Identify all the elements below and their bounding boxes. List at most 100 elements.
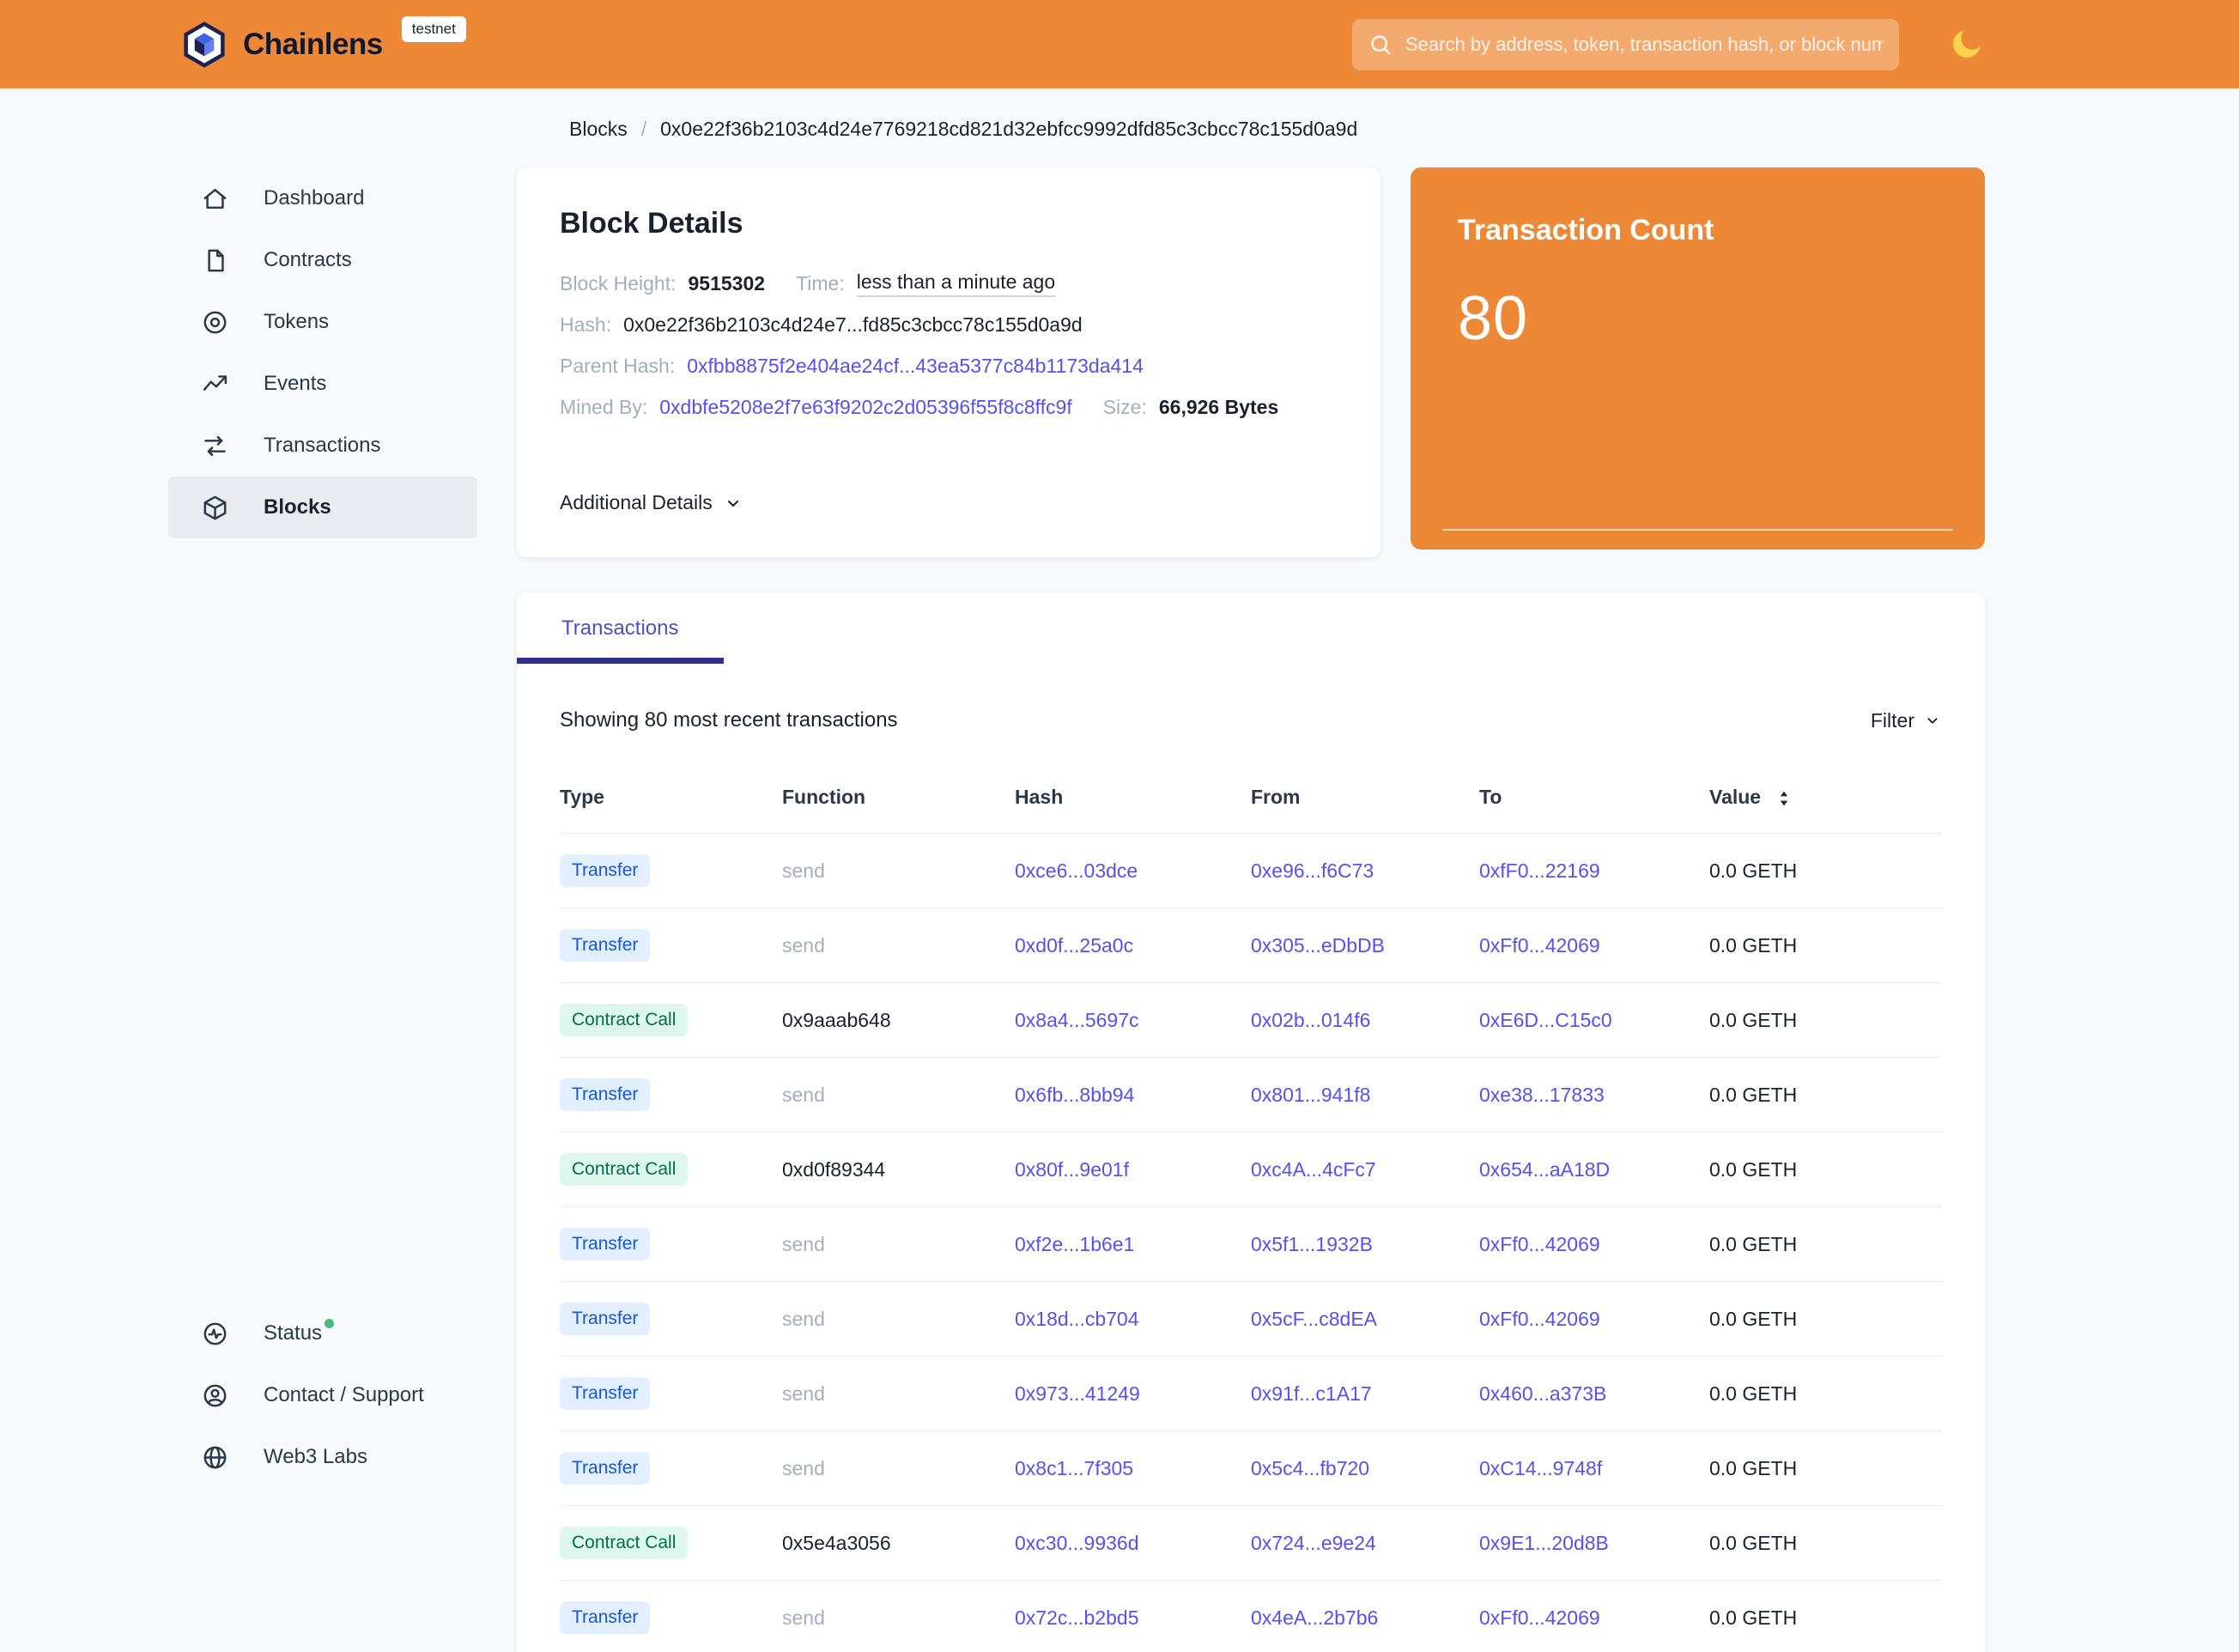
value-sort-icon[interactable] (1775, 789, 1793, 808)
sidebar-item-web3-labs[interactable]: Web3 Labs (168, 1426, 477, 1488)
tab-transactions[interactable]: Transactions (517, 592, 724, 664)
tx-from-link[interactable]: 0x5cF...c8dEA (1251, 1307, 1378, 1330)
block-height-value: 9515302 (688, 271, 766, 295)
sidebar-item-transactions[interactable]: Transactions (168, 415, 477, 477)
sidebar-item-blocks[interactable]: Blocks (168, 477, 477, 538)
mined-by-label: Mined By: (560, 395, 648, 418)
parent-hash-row: Parent Hash: 0xfbb8875f2e404ae24cf...43e… (560, 345, 1338, 386)
tx-hash-link[interactable]: 0xce6...03dce (1015, 859, 1138, 882)
transaction-row[interactable]: Transfer send 0x8c1...7f305 0x5c4...fb72… (560, 1430, 1942, 1506)
tx-to-link[interactable]: 0xFf0...42069 (1479, 1232, 1600, 1255)
transaction-row[interactable]: Transfer send 0xd0f...25a0c 0x305...eDbD… (560, 908, 1942, 983)
status-green-dot (325, 1319, 335, 1328)
tx-value: 0.0 GETH (1709, 1356, 1942, 1431)
tx-to-link[interactable]: 0x654...aA18D (1479, 1157, 1611, 1181)
transaction-row[interactable]: Transfer send 0x6fb...8bb94 0x801...941f… (560, 1057, 1942, 1133)
transactions-tabbar: Transactions (517, 592, 1985, 664)
transaction-row[interactable]: Transfer send 0x973...41249 0x91f...c1A1… (560, 1356, 1942, 1431)
tx-to-link[interactable]: 0x9E1...20d8B (1479, 1531, 1609, 1554)
mined-by-link[interactable]: 0xdbfe5208e2f7e63f9202c2d05396f55f8c8ffc… (659, 395, 1072, 418)
home-icon (203, 188, 227, 209)
tx-value: 0.0 GETH (1709, 1580, 1942, 1652)
tx-to-link[interactable]: 0x460...a373B (1479, 1382, 1607, 1405)
tx-hash-link[interactable]: 0xf2e...1b6e1 (1015, 1232, 1135, 1255)
transaction-row[interactable]: Contract Call 0xd0f89344 0x80f...9e01f 0… (560, 1132, 1942, 1207)
dark-mode-toggle[interactable] (1947, 25, 1987, 64)
sidebar-item-dashboard[interactable]: Dashboard (168, 167, 477, 229)
tx-from-link[interactable]: 0x5f1...1932B (1251, 1232, 1373, 1255)
sidebar-item-label: Dashboard (264, 186, 365, 210)
tx-hash-link[interactable]: 0x8a4...5697c (1015, 1008, 1139, 1031)
tx-type-badge: Contract Call (560, 1153, 689, 1186)
global-search[interactable] (1352, 19, 1899, 70)
transactions-icon (204, 435, 226, 456)
tx-hash-link[interactable]: 0x72c...b2bd5 (1015, 1606, 1139, 1629)
tx-function: send (782, 1083, 825, 1106)
sidebar-item-tokens[interactable]: Tokens (168, 291, 477, 353)
search-input[interactable] (1405, 33, 1884, 56)
sidebar-item-contact-support[interactable]: Contact / Support (168, 1364, 477, 1426)
tx-from-link[interactable]: 0x91f...c1A17 (1251, 1382, 1372, 1405)
tx-hash-link[interactable]: 0xd0f...25a0c (1015, 933, 1134, 957)
moon-icon (1952, 30, 1981, 58)
tx-hash-link[interactable]: 0x8c1...7f305 (1015, 1456, 1134, 1479)
tx-hash-link[interactable]: 0xc30...9936d (1015, 1531, 1139, 1554)
tx-function: send (782, 1382, 825, 1405)
col-header-type: Type (560, 786, 604, 808)
tx-to-link[interactable]: 0xC14...9748f (1479, 1456, 1603, 1479)
tx-from-link[interactable]: 0x4eA...2b7b6 (1251, 1606, 1379, 1629)
tx-type-badge: Contract Call (560, 1527, 689, 1559)
sidebar-item-status[interactable]: Status (168, 1303, 477, 1364)
transaction-row[interactable]: Contract Call 0x9aaab648 0x8a4...5697c 0… (560, 982, 1942, 1058)
tx-to-link[interactable]: 0xE6D...C15c0 (1479, 1008, 1612, 1031)
sidebar-item-label: Contact / Support (264, 1383, 424, 1406)
col-header-value: Value (1709, 768, 1942, 834)
tx-to-link[interactable]: 0xFf0...42069 (1479, 1307, 1600, 1330)
tx-to-link[interactable]: 0xFf0...42069 (1479, 933, 1600, 957)
sidebar-item-label: Blocks (264, 495, 331, 519)
tx-from-link[interactable]: 0x801...941f8 (1251, 1083, 1371, 1106)
sidebar-item-events[interactable]: Events (168, 353, 477, 415)
transaction-row[interactable]: Transfer send 0x18d...cb704 0x5cF...c8dE… (560, 1281, 1942, 1357)
tx-from-link[interactable]: 0x02b...014f6 (1251, 1008, 1371, 1031)
sidebar-footer: Status Contact / Support Web3 Labs (168, 1303, 477, 1488)
tx-value: 0.0 GETH (1709, 1430, 1942, 1506)
tx-value: 0.0 GETH (1709, 1281, 1942, 1357)
brand[interactable]: Chainlens testnet (181, 15, 466, 68)
size-value: 66,926 Bytes (1158, 395, 1279, 418)
transaction-row[interactable]: Contract Call 0x5e4a3056 0xc30...9936d 0… (560, 1505, 1942, 1581)
breadcrumb-blocks-link[interactable]: Blocks (569, 118, 628, 140)
tx-hash-link[interactable]: 0x973...41249 (1015, 1382, 1140, 1405)
breadcrumb-separator: / (640, 118, 647, 140)
filter-dropdown[interactable]: Filter (1871, 709, 1942, 732)
tx-to-link[interactable]: 0xe38...17833 (1479, 1083, 1605, 1106)
tx-from-link[interactable]: 0x724...e9e24 (1251, 1531, 1376, 1554)
block-height-row: Block Height: 9515302 Time: less than a … (560, 263, 1338, 304)
tx-to-link[interactable]: 0xFf0...42069 (1479, 1606, 1600, 1629)
tx-hash-link[interactable]: 0x18d...cb704 (1015, 1307, 1139, 1330)
tx-from-link[interactable]: 0xc4A...4cFc7 (1251, 1157, 1376, 1181)
tx-to-link[interactable]: 0xfF0...22169 (1479, 859, 1600, 882)
transactions-table: Type Function Hash From To Value Transfe… (560, 768, 1942, 1652)
transaction-row[interactable]: Transfer send 0xf2e...1b6e1 0x5f1...1932… (560, 1206, 1942, 1282)
tx-function: 0xd0f89344 (782, 1157, 886, 1181)
tx-type-badge: Transfer (560, 1303, 651, 1335)
parent-hash-label: Parent Hash: (560, 354, 676, 377)
tx-hash-link[interactable]: 0x6fb...8bb94 (1015, 1083, 1135, 1106)
parent-hash-link[interactable]: 0xfbb8875f2e404ae24cf...43ea5377c84b1173… (687, 354, 1144, 377)
tx-from-link[interactable]: 0x5c4...fb720 (1251, 1456, 1370, 1479)
sidebar: Dashboard Contracts Tokens Events Transa… (168, 167, 477, 1488)
col-header-function: Function (782, 786, 866, 808)
additional-details-toggle[interactable]: Additional Details (560, 491, 1338, 514)
sidebar-item-label: Tokens (264, 310, 330, 333)
tx-from-link[interactable]: 0xe96...f6C73 (1251, 859, 1374, 882)
transaction-row[interactable]: Transfer send 0x72c...b2bd5 0x4eA...2b7b… (560, 1580, 1942, 1652)
tx-from-link[interactable]: 0x305...eDbDB (1251, 933, 1385, 957)
block-height-label: Block Height: (560, 271, 677, 295)
sidebar-item-contracts[interactable]: Contracts (168, 229, 477, 291)
search-icon (1371, 35, 1391, 55)
sidebar-item-label: Events (264, 372, 327, 395)
tx-hash-link[interactable]: 0x80f...9e01f (1015, 1157, 1129, 1181)
transaction-row[interactable]: Transfer send 0xce6...03dce 0xe96...f6C7… (560, 833, 1942, 908)
block-hash-value: 0x0e22f36b2103c4d24e7...fd85c3cbcc78c155… (623, 313, 1083, 336)
